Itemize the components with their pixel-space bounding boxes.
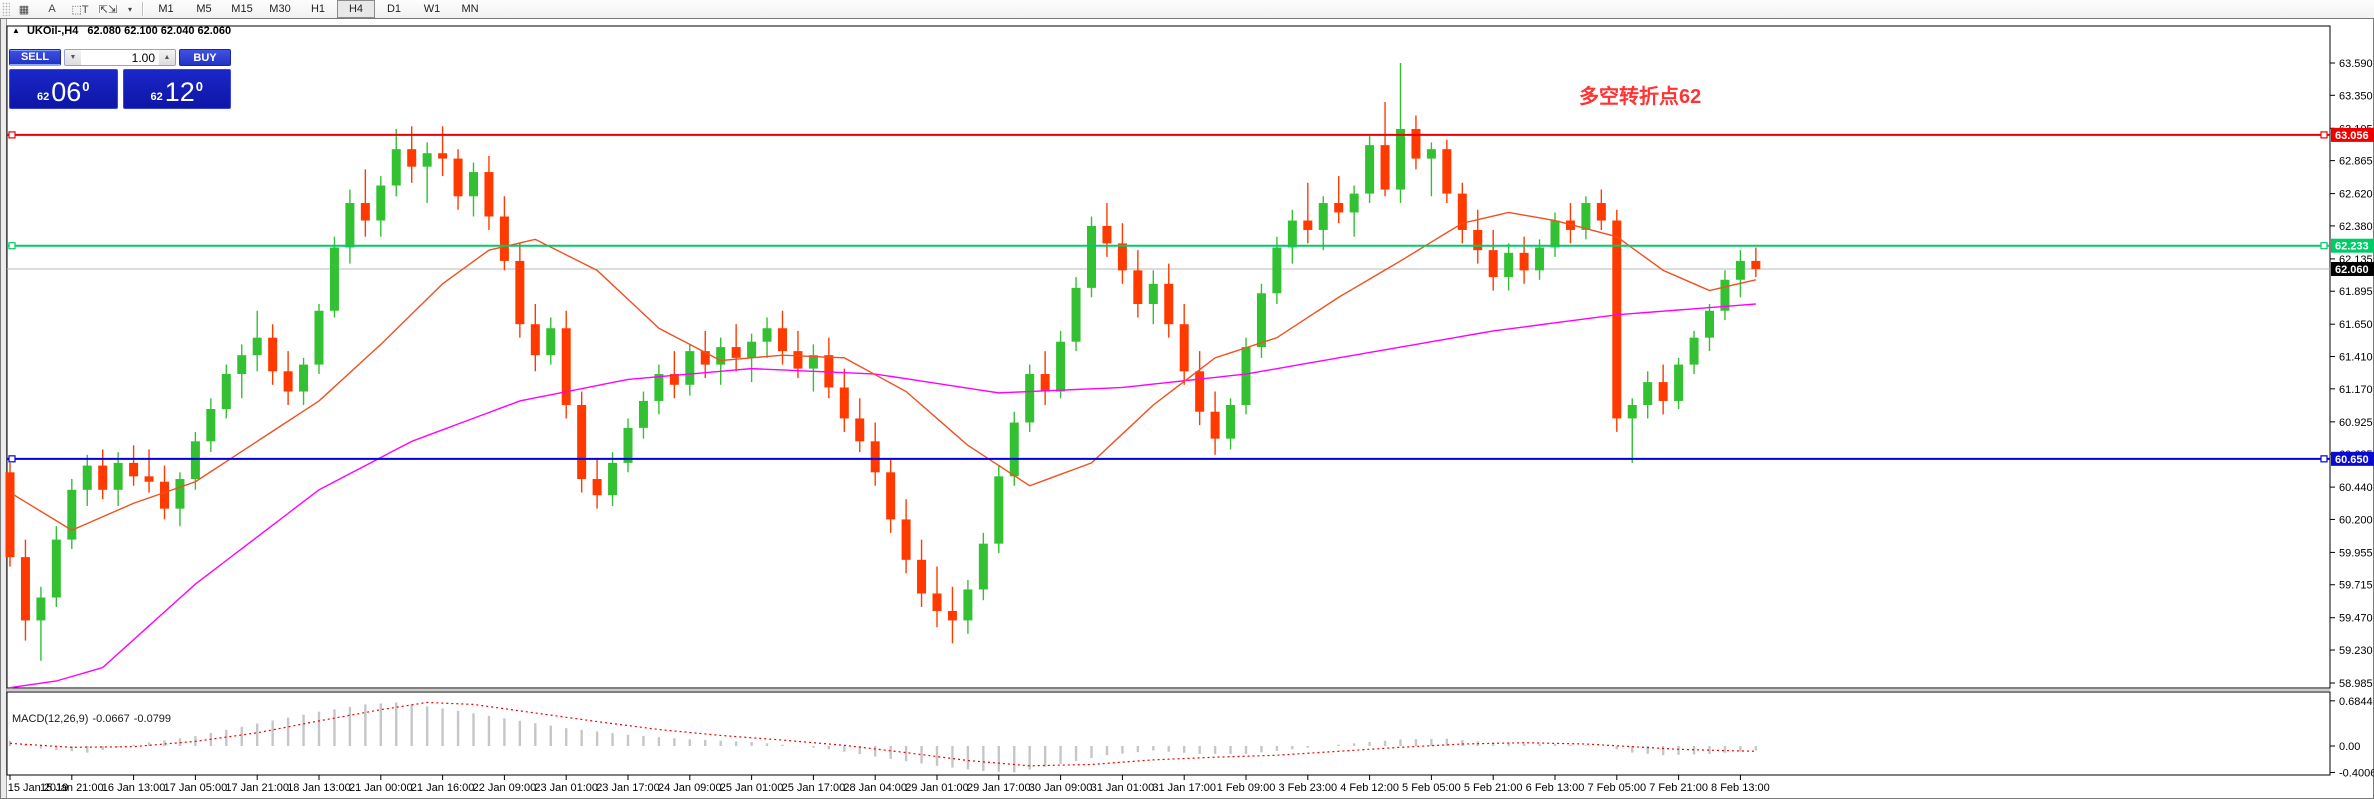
arrows-icon[interactable]: ⇱⇲ — [98, 3, 118, 16]
sell-button[interactable]: SELL — [9, 49, 61, 66]
macd-value: -0.0667 — [92, 713, 130, 725]
text-label-icon[interactable]: ⬚T — [71, 3, 89, 16]
ask-price-panel[interactable]: 62 12 0 — [122, 69, 231, 109]
collapse-triangle-icon[interactable]: ▲ — [12, 26, 20, 35]
macd-signal-value: -0.0799 — [133, 713, 172, 725]
toolbar-separator — [142, 2, 143, 16]
ask-price-big: 12 — [164, 77, 195, 107]
bid-price-big: 06 — [51, 77, 82, 107]
timeframe-button-m30[interactable]: M30 — [269, 3, 291, 15]
timeframe-button-h4[interactable]: H4 — [337, 0, 375, 18]
timeframe-button-m1[interactable]: M1 — [158, 3, 174, 15]
timeframe-button-mn[interactable]: MN — [461, 3, 479, 15]
ask-price-sup: 0 — [195, 79, 204, 94]
symbol-ohlc-values: 62.080 62.100 62.040 62.060 — [87, 25, 232, 37]
symbol-header: ▲ UKOil-,H4 62.080 62.100 62.040 62.060 — [12, 25, 231, 37]
toolbar: ▦ A ⬚T ⇱⇲ ▾ M1 M5 M15 M30 H1 H4 D1 W1 MN — [0, 0, 2374, 19]
toolbar-grip[interactable] — [2, 2, 10, 16]
volume-stepper: ▼ ▲ — [64, 49, 176, 66]
window-left-edge — [1, 19, 7, 798]
buy-button[interactable]: BUY — [179, 49, 231, 66]
ask-price-prefix: 62 — [150, 91, 163, 103]
volume-decrease-button[interactable]: ▼ — [65, 50, 81, 65]
dropdown-caret-icon[interactable]: ▾ — [127, 4, 132, 14]
text-a-icon[interactable]: A — [48, 3, 56, 15]
timeframe-button-h1[interactable]: H1 — [310, 3, 326, 15]
bid-price-prefix: 62 — [36, 91, 50, 103]
chart-annotation-text: 多空转折点62 — [1579, 86, 1702, 108]
timeframe-button-w1[interactable]: W1 — [423, 3, 441, 15]
indicators-grid-icon[interactable]: ▦ — [18, 3, 30, 16]
timeframe-button-m5[interactable]: M5 — [196, 3, 212, 15]
macd-indicator-label: MACD(12,26,9) -0.0667 -0.0799 — [12, 713, 175, 725]
chart-window: ▲ UKOil-,H4 62.080 62.100 62.040 62.060 … — [0, 18, 2374, 799]
timeframe-button-d1[interactable]: D1 — [386, 3, 402, 15]
volume-increase-button[interactable]: ▲ — [159, 50, 175, 65]
timeframe-button-m15[interactable]: M15 — [231, 3, 253, 15]
bid-price-sup: 0 — [82, 79, 90, 94]
volume-input[interactable] — [81, 50, 159, 65]
macd-name: MACD(12,26,9) — [12, 713, 89, 725]
symbol-name: UKOil-,H4 — [26, 25, 79, 37]
bid-price-panel[interactable]: 62 06 0 — [9, 69, 118, 109]
